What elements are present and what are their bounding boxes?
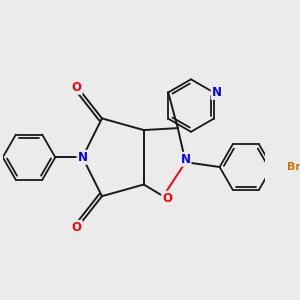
Text: N: N xyxy=(77,151,88,164)
Text: O: O xyxy=(162,192,172,205)
Text: Br: Br xyxy=(286,162,300,172)
Text: O: O xyxy=(72,81,82,94)
Text: O: O xyxy=(72,221,82,234)
Text: N: N xyxy=(181,153,190,166)
Text: N: N xyxy=(212,86,222,99)
